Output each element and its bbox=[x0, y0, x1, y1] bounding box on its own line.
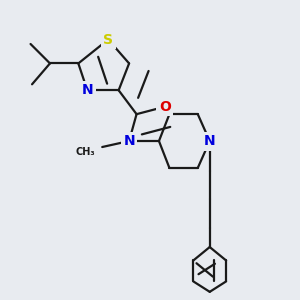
Text: N: N bbox=[204, 134, 215, 148]
Text: N: N bbox=[123, 134, 135, 148]
Text: N: N bbox=[82, 83, 93, 97]
Text: CH₃: CH₃ bbox=[76, 147, 96, 158]
Text: O: O bbox=[159, 100, 171, 114]
Text: S: S bbox=[103, 32, 113, 46]
